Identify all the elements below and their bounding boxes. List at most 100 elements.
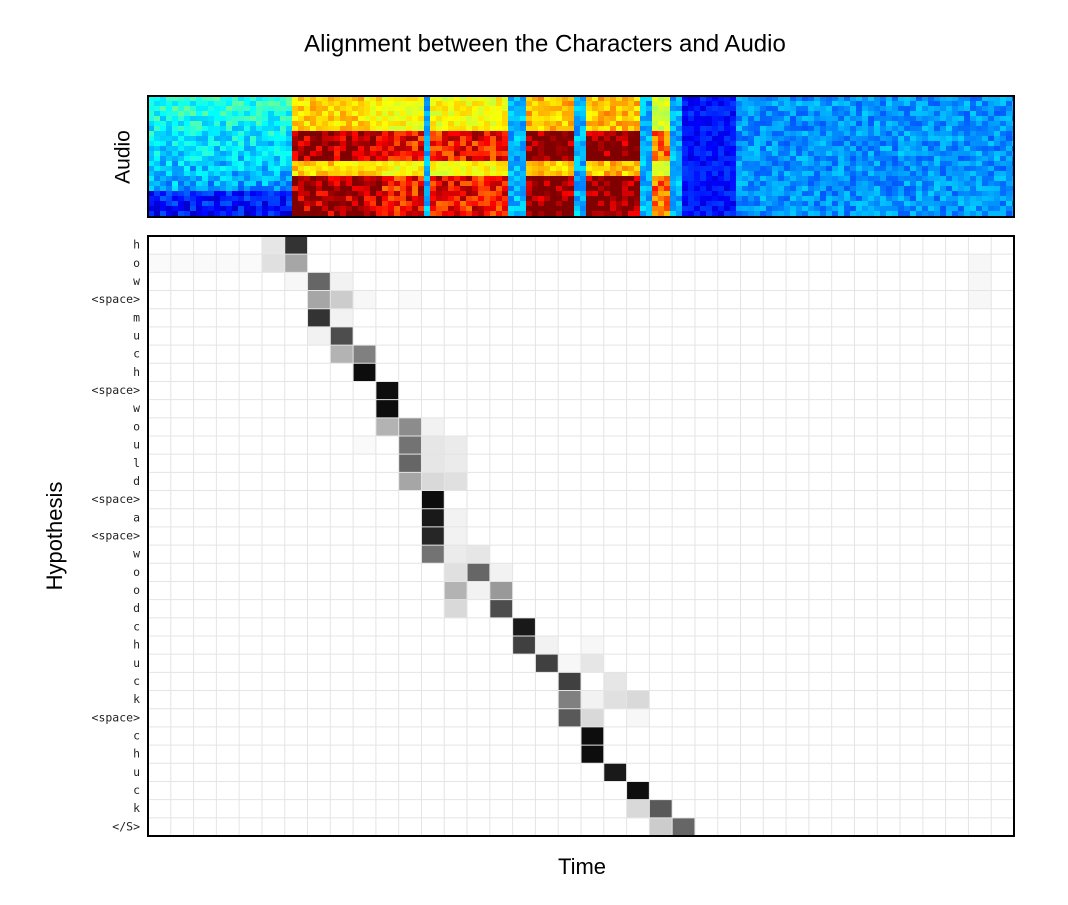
heatmap-cell xyxy=(512,490,536,509)
spectrogram-cell xyxy=(586,176,592,181)
spectrogram-cell xyxy=(802,116,808,121)
spectrogram-cell xyxy=(292,166,298,171)
spectrogram-cell xyxy=(652,121,658,126)
spectrogram-cell xyxy=(700,121,706,126)
spectrogram-cell xyxy=(808,206,814,211)
spectrogram-cell xyxy=(154,116,160,121)
spectrogram-cell xyxy=(628,161,634,166)
spectrogram-cell xyxy=(604,131,610,136)
spectrogram-cell xyxy=(508,131,514,136)
spectrogram-cell xyxy=(670,136,676,141)
spectrogram-cell xyxy=(988,101,994,106)
spectrogram-cell xyxy=(880,181,886,186)
spectrogram-cell xyxy=(262,126,268,131)
y-tick-label: m xyxy=(133,310,140,324)
spectrogram-cell xyxy=(772,186,778,191)
spectrogram-cell xyxy=(466,201,472,206)
spectrogram-cell xyxy=(916,211,922,216)
heatmap-cell xyxy=(649,636,673,655)
spectrogram-cell xyxy=(244,116,250,121)
spectrogram-cell xyxy=(838,166,844,171)
spectrogram-cell xyxy=(154,151,160,156)
spectrogram-cell xyxy=(166,191,172,196)
spectrogram-cell xyxy=(484,136,490,141)
heatmap-cell xyxy=(991,726,1014,746)
spectrogram-cell xyxy=(952,181,958,186)
spectrogram-cell xyxy=(670,111,676,116)
spectrogram-cell xyxy=(388,106,394,111)
spectrogram-cell xyxy=(586,191,592,196)
spectrogram-cell xyxy=(544,206,550,211)
heatmap-cell xyxy=(239,254,262,273)
spectrogram-cell xyxy=(172,156,178,161)
spectrogram-cell xyxy=(268,211,274,216)
heatmap-cell xyxy=(808,417,832,436)
spectrogram-cell xyxy=(706,201,712,206)
spectrogram-cell xyxy=(220,96,226,101)
spectrogram-cell xyxy=(292,156,298,161)
heatmap-cell xyxy=(467,690,490,709)
spectrogram-cell xyxy=(418,146,424,151)
spectrogram-cell xyxy=(670,141,676,146)
spectrogram-cell xyxy=(184,141,190,146)
spectrogram-cell xyxy=(466,116,472,121)
spectrogram-cell xyxy=(982,136,988,141)
spectrogram-cell xyxy=(538,206,544,211)
heatmap-cell xyxy=(626,599,650,618)
spectrogram-cell xyxy=(562,121,568,126)
heatmap-cell xyxy=(261,490,285,509)
y-tick-label: c xyxy=(133,347,140,361)
spectrogram-cell xyxy=(988,161,994,166)
spectrogram-cell xyxy=(784,106,790,111)
spectrogram-cell xyxy=(814,171,820,176)
heatmap-cell xyxy=(854,272,878,291)
heatmap-cell xyxy=(170,763,194,782)
spectrogram-cell xyxy=(214,191,220,196)
spectrogram-cell xyxy=(250,186,256,191)
heatmap-cell xyxy=(831,508,855,527)
spectrogram-cell xyxy=(688,151,694,156)
spectrogram-cell xyxy=(286,176,292,181)
spectrogram-cell xyxy=(334,141,340,146)
spectrogram-cell xyxy=(412,166,418,171)
spectrogram-cell xyxy=(262,211,268,216)
spectrogram-cell xyxy=(892,146,898,151)
spectrogram-cell xyxy=(970,171,976,176)
spectrogram-cell xyxy=(712,121,718,126)
heatmap-cell xyxy=(398,763,422,782)
spectrogram-cell xyxy=(166,156,172,161)
spectrogram-cell xyxy=(472,136,478,141)
spectrogram-cell xyxy=(778,176,784,181)
spectrogram-cell xyxy=(916,101,922,106)
spectrogram-cell xyxy=(478,146,484,151)
heatmap-cell xyxy=(375,254,399,273)
heatmap-cell xyxy=(193,581,217,600)
heatmap-cell xyxy=(512,308,536,327)
heatmap-cell xyxy=(421,526,445,546)
heatmap-cell xyxy=(421,254,445,273)
spectrogram-cell xyxy=(172,191,178,196)
heatmap-cell xyxy=(900,454,923,473)
spectrogram-cell xyxy=(940,206,946,211)
spectrogram-cell xyxy=(958,121,964,126)
heatmap-cell xyxy=(763,799,787,818)
spectrogram-cell xyxy=(646,201,652,206)
heatmap-cell xyxy=(421,490,445,509)
spectrogram-cell xyxy=(862,146,868,151)
heatmap-cell xyxy=(375,726,399,746)
heatmap-cell xyxy=(398,563,422,582)
spectrogram-cell xyxy=(466,166,472,171)
spectrogram-cell xyxy=(754,161,760,166)
spectrogram-cell xyxy=(394,211,400,216)
heatmap-cell xyxy=(945,654,969,673)
spectrogram-cell xyxy=(262,121,268,126)
heatmap-cell xyxy=(968,636,992,655)
spectrogram-cell xyxy=(736,166,742,171)
spectrogram-cell xyxy=(292,206,298,211)
spectrogram-cell xyxy=(388,206,394,211)
spectrogram-cell xyxy=(700,191,706,196)
spectrogram-cell xyxy=(736,201,742,206)
spectrogram-cell xyxy=(616,186,622,191)
spectrogram-cell xyxy=(670,196,676,201)
spectrogram-cell xyxy=(778,171,784,176)
